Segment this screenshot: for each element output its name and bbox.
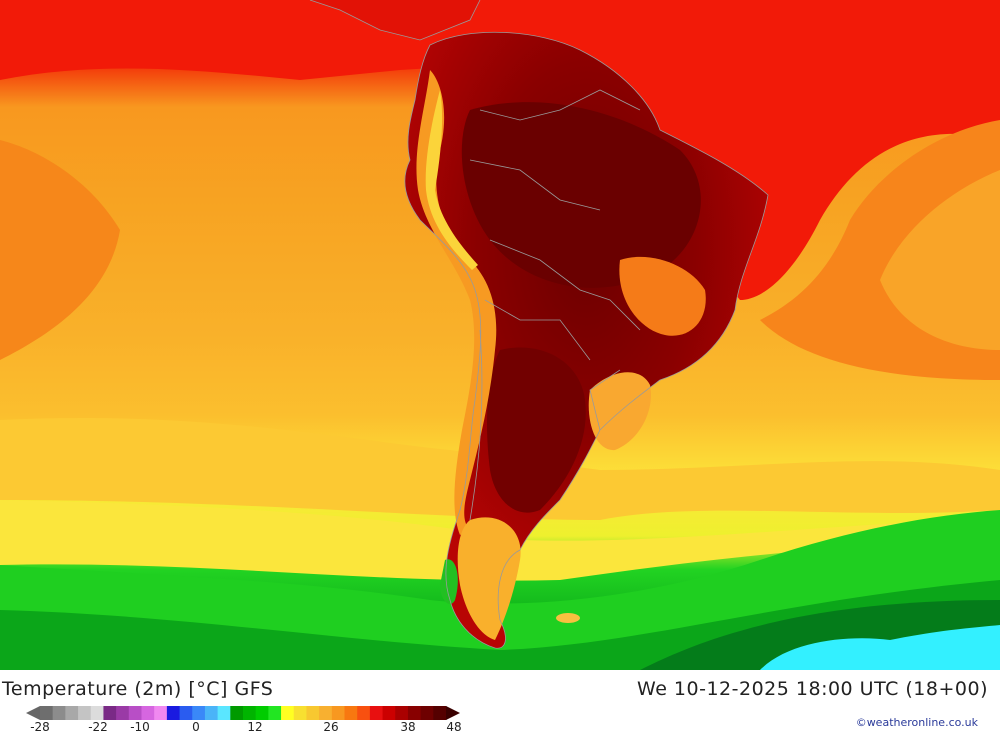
map-footer: Temperature (2m) [°C] GFS We 10-12-2025 … (0, 670, 1000, 734)
temperature-map (0, 0, 1000, 670)
central-america-land (310, 0, 480, 40)
map-canvas (0, 0, 1000, 670)
polar-ice (760, 625, 1000, 670)
legend-swatch (293, 706, 307, 720)
legend-swatch (319, 706, 333, 720)
legend-swatch (369, 706, 384, 720)
legend-swatch (395, 706, 409, 720)
legend-swatch (78, 706, 92, 720)
legend-swatch (179, 706, 193, 720)
legend-swatch (116, 706, 130, 720)
legend-swatch (166, 706, 181, 720)
brazil-cool-patch (619, 256, 706, 336)
legend-tick-label: 12 (247, 720, 263, 734)
patagonia-cool (457, 517, 521, 640)
legend-tick-label: 48 (446, 720, 462, 734)
legend-swatch (306, 706, 320, 720)
legend-arrow-low (26, 706, 40, 720)
legend-swatch (281, 706, 295, 720)
legend-swatch (52, 706, 66, 720)
variable-title: Temperature (2m) [°C] GFS (2, 678, 274, 700)
legend-swatch (40, 706, 54, 720)
legend-swatch (255, 706, 269, 720)
legend-swatch (357, 706, 371, 720)
legend-swatch (382, 706, 396, 720)
legend-swatch (192, 706, 206, 720)
legend-tick-label: -28 (30, 720, 50, 734)
legend-swatch (344, 706, 358, 720)
legend-swatch (331, 706, 345, 720)
legend-tick-label: -22 (88, 720, 108, 734)
legend-swatch (433, 706, 447, 720)
amazon-hot-core (461, 102, 701, 288)
country-borders (309, 0, 769, 649)
legend-swatch (141, 706, 155, 720)
legend-tick-label: 0 (192, 720, 200, 734)
valid-time-label: We 10-12-2025 18:00 UTC (18+00) (637, 678, 988, 700)
falkland-islands (556, 613, 580, 623)
eastern-warm-core (880, 170, 1000, 350)
legend-swatch (243, 706, 257, 720)
andes-core (425, 90, 478, 270)
color-legend-bar (26, 706, 460, 720)
legend-swatch (268, 706, 282, 720)
legend-swatch (128, 706, 142, 720)
argentina-hot-core (487, 347, 586, 513)
legend-tick-label: 38 (400, 720, 416, 734)
legend-swatch (103, 706, 117, 720)
uruguay-cool-patch (588, 372, 651, 451)
legend-swatch (230, 706, 244, 720)
legend-tick-label: 26 (323, 720, 339, 734)
legend-swatch (204, 706, 219, 720)
western-warm-zone (0, 140, 120, 360)
patagonia-green (440, 559, 458, 605)
legend-swatch (90, 706, 104, 720)
credit-label: ©weatheronline.co.uk (855, 716, 978, 729)
legend-swatch (420, 706, 434, 720)
legend-swatch (65, 706, 79, 720)
andes-strip (416, 70, 497, 535)
legend-swatch (217, 706, 231, 720)
legend-swatch (407, 706, 422, 720)
legend-arrow-high (446, 706, 460, 720)
legend-swatch (154, 706, 168, 720)
legend-tick-label: -10 (130, 720, 150, 734)
